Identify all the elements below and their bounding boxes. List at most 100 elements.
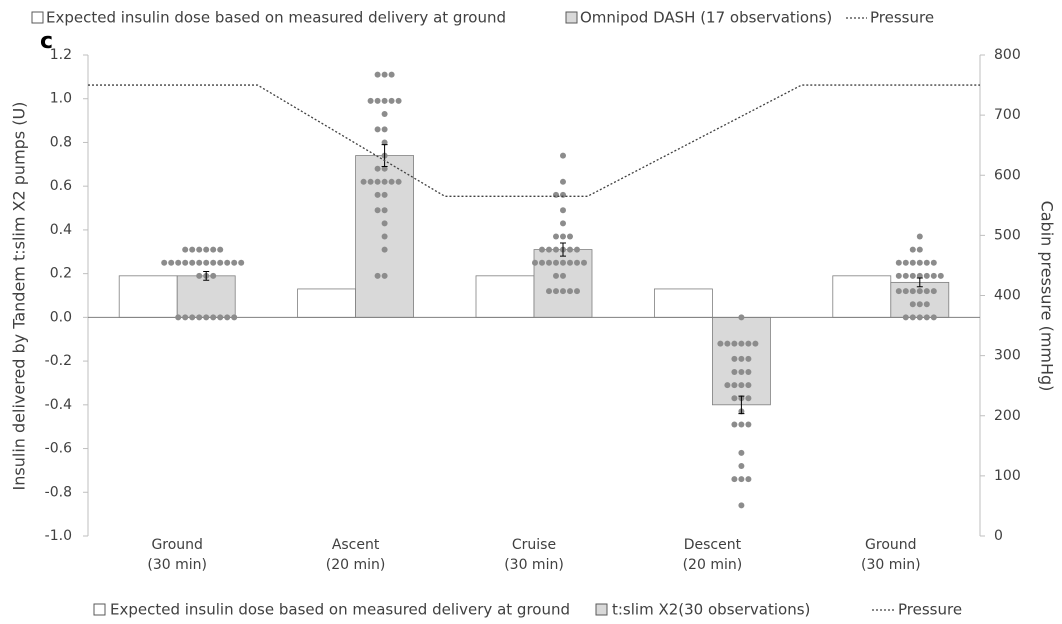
observation-dot	[189, 246, 196, 253]
observation-dot	[937, 272, 944, 279]
y-tick-label: 0.4	[50, 222, 72, 238]
observation-dot	[724, 340, 731, 347]
observation-dot	[923, 259, 930, 266]
y2-axis-title: Cabin pressure (mmHg)	[1038, 201, 1057, 392]
observation-dot	[189, 259, 196, 266]
observation-dot	[717, 340, 724, 347]
observation-dot	[539, 246, 545, 253]
observation-dot	[560, 152, 566, 159]
legend-swatch	[93, 603, 106, 616]
observation-dot	[182, 246, 189, 253]
observation-dot	[745, 369, 752, 376]
observation-dot	[168, 259, 175, 266]
observation-dot	[374, 207, 381, 214]
x-tick-label: (30 min)	[861, 557, 921, 573]
observation-dot	[745, 421, 752, 428]
observation-dot	[930, 259, 937, 266]
observation-dot	[175, 259, 182, 266]
observation-dot	[161, 259, 168, 266]
observation-dot	[374, 191, 381, 198]
observation-dot	[560, 272, 566, 279]
x-tick-label: Descent	[684, 537, 742, 553]
bar	[832, 275, 892, 318]
observation-dot	[231, 314, 238, 321]
observation-dot	[546, 259, 552, 266]
legend-label: Pressure	[870, 9, 934, 27]
observation-dot	[916, 301, 923, 308]
observation-dot	[916, 233, 923, 240]
y-tick-label: -0.6	[45, 441, 72, 457]
observation-dot	[196, 246, 203, 253]
legend-label: Pressure	[898, 601, 962, 619]
observation-dot	[367, 178, 374, 185]
observation-dot	[367, 97, 374, 104]
y-axis-title: Insulin delivered by Tandem t:slim X2 pu…	[10, 102, 29, 491]
observation-dot	[895, 259, 902, 266]
legend-label: Expected insulin dose based on measured …	[46, 9, 506, 27]
observation-dot	[381, 165, 388, 172]
y-tick-label: -0.8	[45, 484, 72, 500]
observation-dot	[395, 178, 402, 185]
observation-dot	[381, 233, 388, 240]
error-bar	[381, 144, 388, 168]
observation-dot	[381, 139, 388, 146]
legend-swatch	[31, 11, 44, 24]
observation-dot	[196, 272, 203, 279]
error-bar	[560, 242, 566, 257]
observation-dot	[731, 369, 738, 376]
observation-dot	[553, 272, 559, 279]
observation-dot	[923, 288, 930, 295]
error-bar	[203, 270, 210, 281]
observation-dot	[560, 207, 566, 214]
observation-dot	[546, 246, 552, 253]
y2-tick-label: 600	[994, 167, 1021, 183]
y-tick-label: -0.2	[45, 353, 72, 369]
observation-dot	[238, 259, 245, 266]
observation-dot	[902, 259, 909, 266]
y2-tick-label: 400	[994, 288, 1021, 304]
observation-dot	[210, 259, 217, 266]
observation-dot	[182, 259, 189, 266]
observation-dot	[731, 395, 738, 402]
observation-dot	[374, 97, 381, 104]
observation-dot	[902, 314, 909, 321]
error-bar	[916, 277, 923, 288]
observation-dot	[182, 314, 189, 321]
x-tick-label: Ascent	[332, 537, 380, 553]
observation-dot	[532, 259, 538, 266]
observation-dot	[567, 288, 573, 295]
x-tick-label: (20 min)	[326, 557, 386, 573]
observation-dot	[374, 272, 381, 279]
observation-dot	[738, 382, 745, 389]
y2-tick-label: 800	[994, 47, 1021, 63]
observation-dot	[224, 314, 231, 321]
legend-swatch	[595, 603, 608, 616]
observation-dot	[224, 259, 231, 266]
observation-dot	[930, 272, 937, 279]
y2-tick-label: 700	[994, 107, 1021, 123]
observation-dot	[745, 395, 752, 402]
observation-dot	[388, 71, 395, 78]
y-tick-label: 1.2	[50, 47, 72, 63]
observation-dot	[916, 259, 923, 266]
y2-tick-label: 300	[994, 348, 1021, 364]
observation-dot	[210, 272, 217, 279]
observation-dot	[381, 246, 388, 253]
observation-dot	[902, 288, 909, 295]
error-bar	[738, 395, 745, 415]
observation-dot	[902, 272, 909, 279]
observation-dot	[567, 233, 573, 240]
observation-dot	[560, 178, 566, 185]
observation-dot	[395, 97, 402, 104]
observation-dot	[374, 126, 381, 133]
observation-dot	[916, 246, 923, 253]
observation-dot	[567, 246, 573, 253]
observation-dot	[203, 246, 210, 253]
observation-dot	[539, 259, 545, 266]
x-tick-label: Ground	[151, 537, 203, 553]
y-tick-label: -0.4	[45, 397, 72, 413]
observation-dot	[388, 97, 395, 104]
observation-dot	[381, 111, 388, 118]
y-tick-label: 0.2	[50, 266, 72, 282]
observation-dot	[724, 382, 731, 389]
